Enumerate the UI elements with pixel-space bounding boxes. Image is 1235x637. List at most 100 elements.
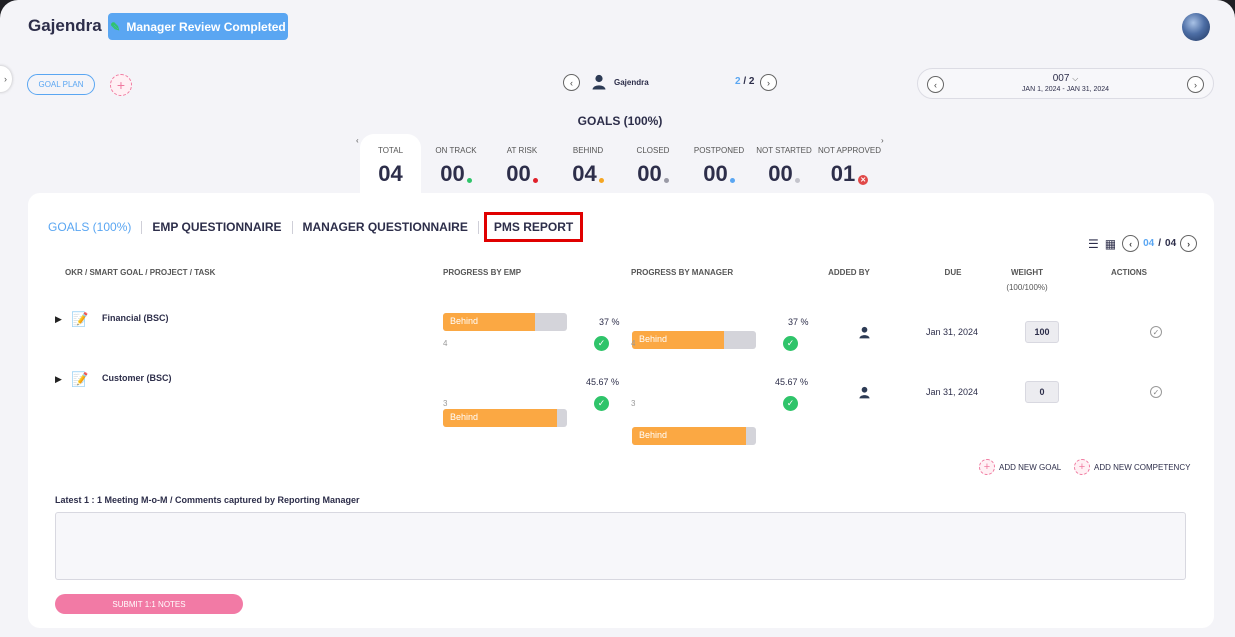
stat-value: 00	[440, 161, 465, 186]
check-icon: ✓	[783, 336, 798, 351]
plus-icon: +	[1074, 459, 1090, 475]
progress-fill	[632, 427, 747, 445]
notes-input[interactable]	[55, 512, 1186, 580]
next-page-button[interactable]: ›	[1180, 235, 1198, 252]
stat-behind[interactable]: BEHIND 04	[562, 146, 614, 187]
stats-scroll-right-icon[interactable]: ›	[881, 136, 884, 145]
prev-employee-button[interactable]: ‹	[563, 74, 580, 91]
notes-label: Latest 1 : 1 Meeting M-o-M / Comments ca…	[55, 495, 360, 505]
tab-emp-questionnaire[interactable]: EMP QUESTIONNAIRE	[152, 220, 282, 234]
chevron-right-icon: ›	[767, 77, 770, 88]
stat-label: NOT STARTED	[756, 146, 812, 155]
stat-value: 04	[378, 161, 403, 186]
progress-percent: 45.67 %	[586, 377, 620, 387]
person-icon	[859, 386, 870, 399]
period-selector: ‹ 007 ⌵ JAN 1, 2024 - JAN 31, 2024 ›	[917, 68, 1214, 99]
submit-notes-button[interactable]: SUBMIT 1:1 NOTES	[55, 594, 243, 614]
stat-label: TOTAL	[377, 146, 404, 155]
approve-check-icon[interactable]: ✓	[1150, 326, 1162, 338]
weight-input[interactable]: 100	[1025, 321, 1059, 343]
stat-value: 00	[703, 161, 728, 186]
review-status-button[interactable]: ✎ Manager Review Completed	[108, 13, 288, 40]
next-period-button[interactable]: ›	[1187, 76, 1204, 93]
column-header-goal: OKR / SMART GOAL / PROJECT / TASK	[65, 268, 216, 277]
review-status-label: Manager Review Completed	[126, 19, 286, 34]
sidebar-toggle[interactable]: ›	[0, 66, 12, 92]
progress-bar-emp: Behind	[443, 409, 567, 427]
period-range: JAN 1, 2024 - JAN 31, 2024	[1021, 86, 1110, 93]
tab-divider	[477, 220, 479, 234]
goal-document-icon: 📝	[71, 371, 89, 387]
check-icon: ✓	[594, 396, 609, 411]
stat-at-risk[interactable]: AT RISK 00	[496, 146, 548, 187]
stats-scroll-left-icon[interactable]: ‹	[356, 136, 359, 145]
pencil-icon: ✎	[110, 19, 121, 34]
due-date: Jan 31, 2024	[926, 387, 979, 397]
add-plan-button[interactable]: +	[110, 74, 132, 96]
chevron-right-icon: ›	[4, 74, 7, 84]
weight-input[interactable]: 0	[1025, 381, 1059, 403]
add-new-goal-label: ADD NEW GOAL	[999, 462, 1062, 472]
postponed-dot-icon	[729, 178, 735, 183]
stat-label: CLOSED	[636, 146, 670, 155]
weight-label: WEIGHT	[1011, 268, 1043, 277]
chevron-left-icon: ‹	[934, 79, 937, 90]
add-new-competency-button[interactable]: + ADD NEW COMPETENCY	[1074, 459, 1190, 475]
table-row: ▶ 📝 Customer (BSC) Behind 3 45.67 % ✓ Be…	[0, 36, 1235, 445]
stat-not-approved[interactable]: NOT APPROVED 01 ✕	[818, 146, 881, 187]
stat-postponed[interactable]: POSTPONED 00	[690, 146, 748, 187]
sub-task-count: 3	[631, 399, 636, 408]
progress-status: Behind	[450, 412, 479, 422]
weight-total: (100/100%)	[1006, 283, 1048, 292]
person-icon	[592, 74, 606, 90]
progress-status: Behind	[639, 430, 668, 440]
goals-heading: GOALS (100%)	[577, 114, 663, 128]
progress-fill	[632, 331, 724, 349]
add-new-goal-button[interactable]: + ADD NEW GOAL	[979, 459, 1061, 475]
list-view-icon[interactable]: ☰	[1088, 236, 1099, 251]
stat-label: NOT APPROVED	[818, 146, 881, 155]
goal-plan-button[interactable]: GOAL PLAN	[27, 74, 95, 95]
stat-value: 00	[637, 161, 662, 186]
goal-name[interactable]: Customer (BSC)	[102, 373, 172, 383]
goal-document-icon: 📝	[71, 311, 89, 327]
period-dropdown[interactable]: 007 ⌵	[918, 73, 1213, 84]
next-employee-button[interactable]: ›	[760, 74, 777, 91]
at-risk-dot-icon	[532, 178, 538, 183]
stat-value: 00	[506, 161, 531, 186]
expand-arrow-icon[interactable]: ▶	[55, 314, 62, 324]
person-icon	[859, 326, 870, 339]
not-started-dot-icon	[794, 178, 800, 183]
prev-period-button[interactable]: ‹	[927, 76, 944, 93]
page-total: 04	[1165, 238, 1177, 249]
tab-manager-questionnaire[interactable]: MANAGER QUESTIONNAIRE	[302, 220, 468, 234]
check-icon: ✓	[783, 396, 798, 411]
stat-label: BEHIND	[572, 146, 604, 155]
grid-view-icon[interactable]: ▦	[1104, 236, 1117, 251]
sub-task-count: 4	[443, 339, 448, 348]
stat-card-selected	[360, 134, 421, 194]
chevron-right-icon: ›	[1187, 238, 1191, 249]
approve-check-icon[interactable]: ✓	[1150, 386, 1162, 398]
progress-status: Behind	[450, 316, 479, 326]
column-header-added-by: ADDED BY	[828, 268, 870, 277]
table-row: ▶ 📝 Financial (BSC) Behind 4 37 % ✓ Behi…	[0, 0, 1235, 351]
tab-pms-report[interactable]: PMS REPORT	[483, 212, 584, 242]
goal-name[interactable]: Financial (BSC)	[102, 313, 169, 323]
stat-value: 00	[768, 161, 793, 186]
stat-on-track[interactable]: ON TRACK 00	[430, 146, 482, 187]
expand-arrow-icon[interactable]: ▶	[55, 374, 62, 384]
avatar[interactable]	[1182, 13, 1210, 41]
stat-closed[interactable]: CLOSED 00	[627, 146, 679, 187]
due-date: Jan 31, 2024	[926, 327, 979, 337]
stat-total[interactable]: TOTAL 04	[360, 146, 421, 187]
stat-label: ON TRACK	[435, 146, 477, 155]
column-header-progress-emp: PROGRESS BY EMP	[443, 268, 522, 277]
stat-value: 04	[572, 161, 597, 186]
tab-divider	[141, 220, 143, 234]
stat-not-started[interactable]: NOT STARTED 00	[754, 146, 814, 187]
employee-total: 2	[748, 76, 755, 87]
tab-goals[interactable]: GOALS (100%)	[48, 220, 132, 234]
prev-page-button[interactable]: ‹	[1122, 235, 1140, 252]
